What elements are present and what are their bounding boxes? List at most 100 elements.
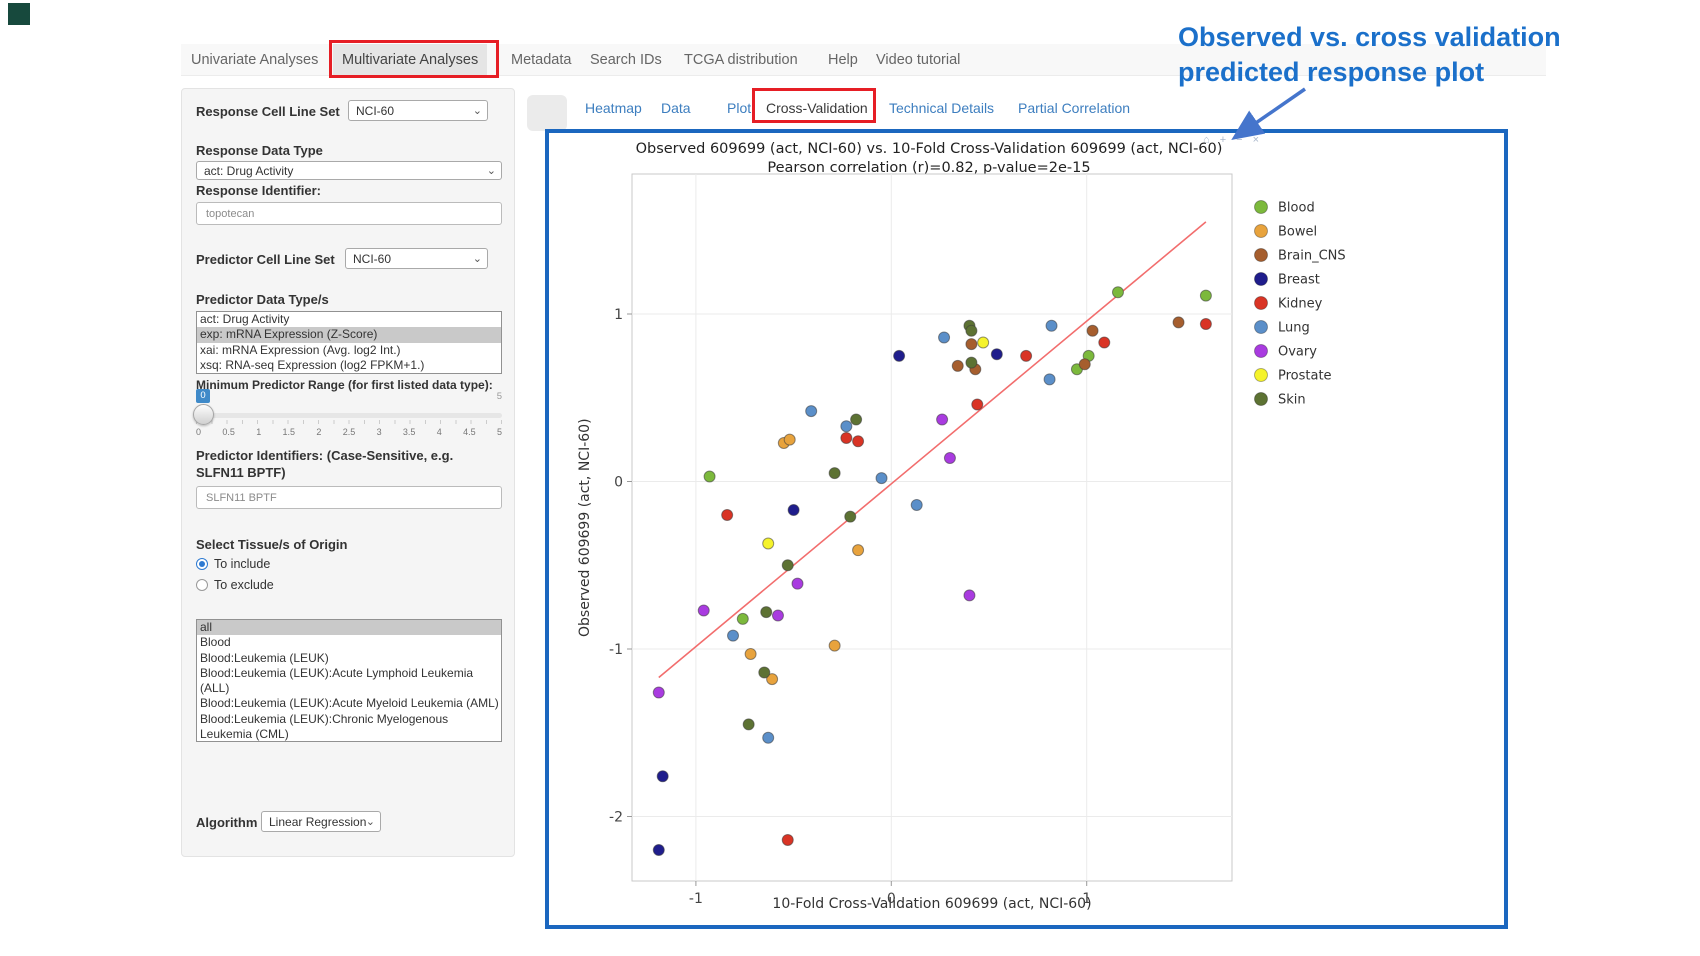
data-point-breast [652,844,665,856]
nav-metadata[interactable]: Metadata [511,52,572,68]
response-identifier-input[interactable]: topotecan [196,202,502,225]
data-point-breast [787,503,800,516]
data-point-skin [828,467,841,480]
analysis-form-panel: Response Cell Line Set NCI-60 ⌄ Response… [181,88,515,857]
predictor-data-types-label: Predictor Data Type/s [196,292,329,307]
plot-subtitle: Pearson correlation (r)=0.82, p-value=2e… [767,160,1091,176]
predictor-data-type-option[interactable]: exp: mRNA Expression (Z-Score) [197,327,501,343]
tab-cross-validation[interactable]: Cross-Validation [766,100,868,116]
predictor-identifiers-value: SLFN11 BPTF [206,491,277,504]
nav-search-ids[interactable]: Search IDs [590,52,662,68]
slider-tick-label: 3.5 [402,427,416,437]
tab-partial-correlation[interactable]: Partial Correlation [1018,100,1131,116]
predictor-data-type-option[interactable]: xai: mRNA Expression (Avg. log2 Int.) [200,342,401,357]
min-predictor-range-label: Minimum Predictor Range (for first liste… [196,378,493,392]
legend-swatch-prostate[interactable] [1254,368,1268,382]
tissue-origin-listbox[interactable]: all Blood Blood:Leukemia (LEUK) Blood:Leuke… [196,619,502,742]
data-point-skin [965,356,978,369]
algorithm-select[interactable]: Linear Regression ⌄ [261,811,381,832]
data-point-brain_cns [1086,324,1099,337]
data-point-brain_cns [951,359,964,372]
red-highlight-multivariate [329,40,499,78]
tissue-option[interactable]: Blood:Leukemia (LEUK):Acute Lymphoid Leu… [200,665,474,696]
tissue-option[interactable]: Blood:Leukemia (LEUK):Chronic Myelogenou… [200,711,449,742]
annotation-arrow [1231,87,1306,140]
y-tick-label: 1 [614,307,623,323]
tissue-exclude-label: To exclude [214,578,274,592]
tissue-option[interactable]: Blood:Leukemia (LEUK) [200,650,329,665]
nav-help[interactable]: Help [828,52,858,68]
data-point-lung [938,331,951,344]
tissue-option[interactable]: Blood [200,635,231,650]
slider-tick-label: 4 [436,427,442,437]
tissue-option[interactable]: all [197,620,501,636]
predictor-cell-line-set-select[interactable]: NCI-60 ⌄ [345,248,488,269]
slider-max-label: 5 [496,391,502,402]
slider-tickmarks [196,420,502,424]
legend-label-lung[interactable]: Lung [1278,321,1310,336]
predictor-identifiers-input[interactable]: SLFN11 BPTF [196,486,502,509]
data-point-ovary [697,604,710,617]
tissue-exclude-radio[interactable]: To exclude [196,578,274,592]
predictor-data-types-listbox[interactable]: act: Drug Activity exp: mRNA Expression (… [196,311,502,374]
legend-swatch-lung[interactable] [1254,320,1268,334]
scatter-plot-canvas: -1 0 1 1 0 -1 -2 Blood Bowel Brain_CNS Breast Kidne… [609,173,1346,907]
data-point-blood [1199,289,1212,302]
legend-swatch-bowel[interactable] [1254,224,1268,238]
tab-data[interactable]: Data [661,100,691,116]
nav-tcga-distribution[interactable]: TCGA distribution [684,52,798,68]
nav-univariate-analyses[interactable]: Univariate Analyses [191,52,319,68]
data-point-kidney [1098,336,1111,349]
data-point-brain_cns [1078,358,1091,371]
legend-label-brain_cns[interactable]: Brain_CNS [1278,249,1346,264]
response-cell-line-set-select[interactable]: NCI-60 ⌄ [348,100,488,121]
legend-label-ovary[interactable]: Ovary [1278,345,1317,360]
data-point-kidney [852,435,865,448]
response-identifier-label: Response Identifier: [196,183,321,198]
legend-swatch-breast[interactable] [1254,272,1268,286]
x-tick-label: -1 [689,891,703,907]
legend-label-skin[interactable]: Skin [1278,393,1306,408]
tissue-option[interactable]: Blood:Leukemia (LEUK):Acute Myeloid Leuk… [200,696,499,711]
predictor-data-type-option[interactable]: xsq: RNA-seq Expression (log2 FPKM+1.) [200,357,425,372]
radio-unselected-icon [196,579,208,591]
x-tick-label: 1 [1082,891,1091,907]
tab-technical-details[interactable]: Technical Details [889,100,995,116]
data-point-skin [850,413,863,426]
data-point-blood [1111,286,1124,299]
legend-label-blood[interactable]: Blood [1278,201,1315,216]
nav-multivariate-analyses[interactable]: Multivariate Analyses [333,44,488,76]
home-icon[interactable]: ⌂ [1203,134,1210,146]
slider-tick-label: 2.5 [342,427,356,437]
close-icon[interactable]: × [1252,134,1259,146]
zoom-out-icon[interactable]: − [1236,134,1243,146]
tissue-include-radio[interactable]: To include [196,557,270,571]
data-point-lung [727,629,740,642]
data-point-ovary [652,686,665,699]
legend-swatch-kidney[interactable] [1254,296,1268,310]
response-data-type-select[interactable]: act: Drug Activity ⌄ [196,161,502,180]
data-point-kidney [840,431,853,444]
slider-track[interactable] [196,413,502,418]
data-point-ovary [963,589,976,602]
legend-swatch-skin[interactable] [1254,392,1268,406]
tab-heatmap[interactable]: Heatmap [585,100,642,116]
legend-label-breast[interactable]: Breast [1278,273,1320,288]
data-point-skin [844,510,857,523]
nav-video-tutorial[interactable]: Video tutorial [876,52,961,68]
slider-tick-label: 1.5 [282,427,296,437]
legend-label-kidney[interactable]: Kidney [1278,297,1323,312]
zoom-in-icon[interactable]: + [1219,134,1227,146]
tab-plot[interactable]: Plot [727,100,752,116]
legend-label-prostate[interactable]: Prostate [1278,369,1332,384]
slider-tick-label: 1 [256,427,262,437]
predictor-data-type-option[interactable]: act: Drug Activity [200,312,290,326]
y-tick-label: -2 [609,810,623,826]
legend-label-bowel[interactable]: Bowel [1278,225,1317,240]
legend-swatch-brain_cns[interactable] [1254,248,1268,262]
legend-swatch-ovary[interactable] [1254,344,1268,358]
legend-swatch-blood[interactable] [1254,200,1268,214]
data-point-lung [1045,319,1058,332]
slider-handle[interactable] [193,404,214,425]
data-point-breast [893,349,906,362]
